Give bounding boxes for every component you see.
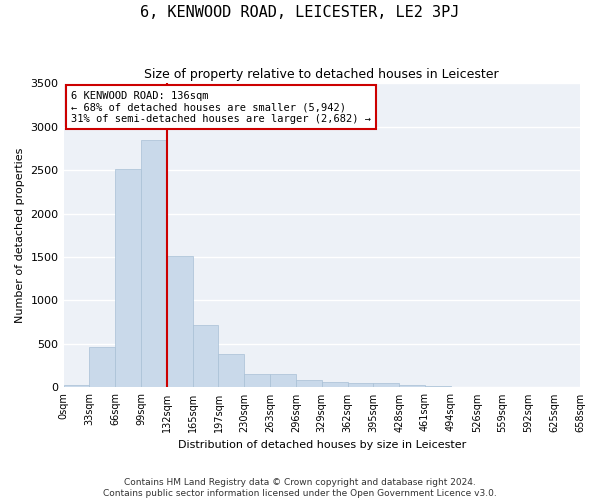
Text: 6 KENWOOD ROAD: 136sqm
← 68% of detached houses are smaller (5,942)
31% of semi-: 6 KENWOOD ROAD: 136sqm ← 68% of detached… <box>71 90 371 124</box>
Bar <box>270 374 296 388</box>
Bar <box>218 354 244 388</box>
Bar <box>89 346 115 388</box>
Bar <box>296 380 322 388</box>
Bar <box>373 383 399 388</box>
Bar <box>425 386 451 388</box>
X-axis label: Distribution of detached houses by size in Leicester: Distribution of detached houses by size … <box>178 440 466 450</box>
Text: 6, KENWOOD ROAD, LEICESTER, LE2 3PJ: 6, KENWOOD ROAD, LEICESTER, LE2 3PJ <box>140 5 460 20</box>
Bar <box>167 256 193 388</box>
Bar <box>64 385 89 388</box>
Bar <box>399 386 425 388</box>
Bar <box>322 382 347 388</box>
Bar <box>141 140 167 388</box>
Bar <box>115 169 141 388</box>
Y-axis label: Number of detached properties: Number of detached properties <box>15 148 25 323</box>
Bar <box>193 325 218 388</box>
Text: Contains HM Land Registry data © Crown copyright and database right 2024.
Contai: Contains HM Land Registry data © Crown c… <box>103 478 497 498</box>
Bar <box>347 383 373 388</box>
Title: Size of property relative to detached houses in Leicester: Size of property relative to detached ho… <box>145 68 499 80</box>
Bar <box>244 374 270 388</box>
Bar <box>451 386 477 388</box>
